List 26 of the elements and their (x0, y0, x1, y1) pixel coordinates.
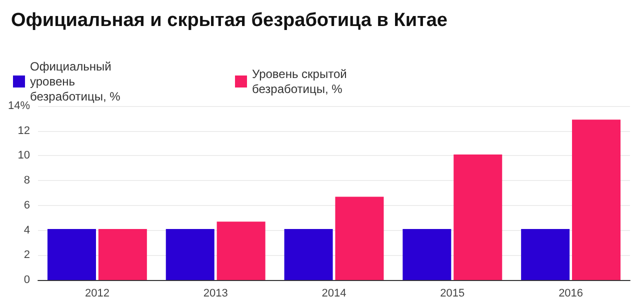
legend-label: Официальный уровень безработицы, % (30, 60, 121, 104)
bar (402, 229, 452, 280)
chart-title: Официальная и скрытая безработица в Китае (11, 10, 448, 31)
x-tick-label: 2014 (322, 288, 346, 300)
bar (98, 229, 147, 280)
x-tick-label: 2015 (440, 288, 465, 300)
x-tick-label: 2012 (84, 288, 110, 300)
bar (572, 120, 621, 280)
y-tick-label: 12 (18, 124, 30, 137)
y-tick-label: 0 (24, 274, 30, 286)
y-tick-label: 8 (24, 174, 30, 187)
bar (335, 196, 384, 280)
bar (216, 222, 266, 280)
y-tick-label: 2 (24, 249, 30, 262)
bar (284, 229, 333, 280)
bar (47, 229, 96, 280)
legend-label: Уровень скрытой безработицы, % (252, 67, 350, 96)
bar (454, 154, 502, 280)
y-tick-label: 14% (8, 100, 30, 112)
x-tick-label: 2013 (203, 288, 228, 300)
y-tick-label: 4 (24, 224, 30, 236)
y-tick-label: 10 (18, 150, 30, 162)
bar (521, 229, 570, 280)
y-tick-label: 6 (24, 199, 30, 212)
bar (166, 229, 214, 280)
x-tick-label: 2016 (558, 288, 584, 300)
